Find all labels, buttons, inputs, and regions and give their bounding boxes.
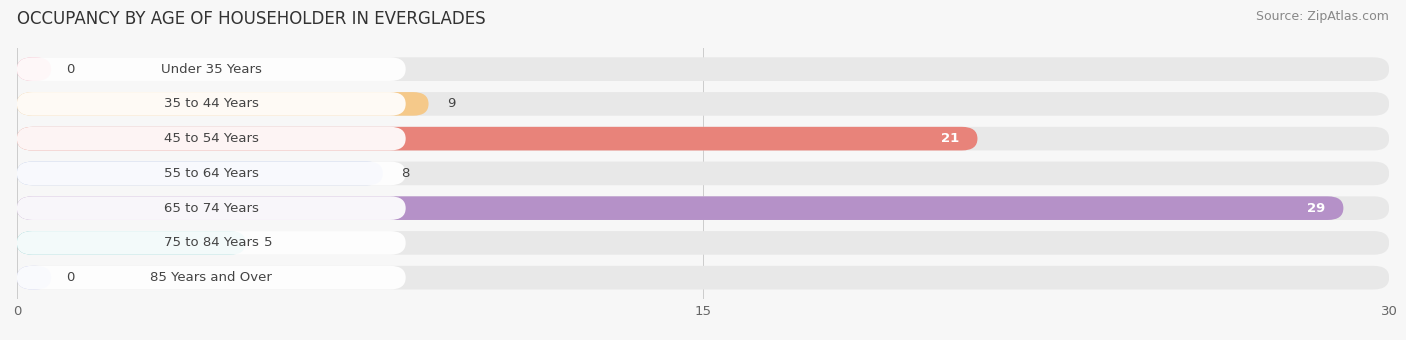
FancyBboxPatch shape (17, 127, 977, 151)
FancyBboxPatch shape (17, 162, 1389, 185)
FancyBboxPatch shape (17, 92, 429, 116)
Text: 0: 0 (66, 63, 75, 75)
Text: 9: 9 (447, 97, 456, 110)
FancyBboxPatch shape (17, 266, 406, 289)
FancyBboxPatch shape (17, 57, 51, 81)
FancyBboxPatch shape (17, 266, 51, 289)
Text: 55 to 64 Years: 55 to 64 Years (165, 167, 259, 180)
Text: 35 to 44 Years: 35 to 44 Years (165, 97, 259, 110)
FancyBboxPatch shape (17, 231, 246, 255)
FancyBboxPatch shape (17, 162, 406, 185)
FancyBboxPatch shape (17, 127, 406, 151)
Text: 45 to 54 Years: 45 to 54 Years (165, 132, 259, 145)
Text: 29: 29 (1306, 202, 1324, 215)
Text: 8: 8 (401, 167, 409, 180)
Text: OCCUPANCY BY AGE OF HOUSEHOLDER IN EVERGLADES: OCCUPANCY BY AGE OF HOUSEHOLDER IN EVERG… (17, 10, 485, 28)
FancyBboxPatch shape (17, 57, 406, 81)
Text: 85 Years and Over: 85 Years and Over (150, 271, 273, 284)
FancyBboxPatch shape (17, 92, 1389, 116)
FancyBboxPatch shape (17, 92, 406, 116)
Text: 0: 0 (66, 271, 75, 284)
FancyBboxPatch shape (17, 127, 1389, 151)
FancyBboxPatch shape (17, 231, 1389, 255)
FancyBboxPatch shape (17, 196, 1389, 220)
Text: 75 to 84 Years: 75 to 84 Years (165, 236, 259, 250)
FancyBboxPatch shape (17, 196, 406, 220)
FancyBboxPatch shape (17, 266, 1389, 289)
Text: Source: ZipAtlas.com: Source: ZipAtlas.com (1256, 10, 1389, 23)
FancyBboxPatch shape (17, 196, 1343, 220)
Text: 21: 21 (941, 132, 959, 145)
FancyBboxPatch shape (17, 162, 382, 185)
Text: Under 35 Years: Under 35 Years (160, 63, 262, 75)
FancyBboxPatch shape (17, 57, 1389, 81)
FancyBboxPatch shape (17, 231, 406, 255)
Text: 5: 5 (264, 236, 273, 250)
Text: 65 to 74 Years: 65 to 74 Years (165, 202, 259, 215)
